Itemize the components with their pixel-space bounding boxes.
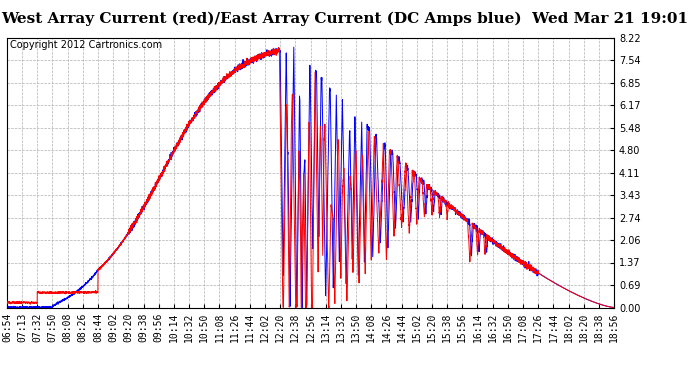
Text: West Array Current (red)/East Array Current (DC Amps blue)  Wed Mar 21 19:01: West Array Current (red)/East Array Curr… — [1, 11, 689, 26]
Text: Copyright 2012 Cartronics.com: Copyright 2012 Cartronics.com — [10, 40, 162, 50]
